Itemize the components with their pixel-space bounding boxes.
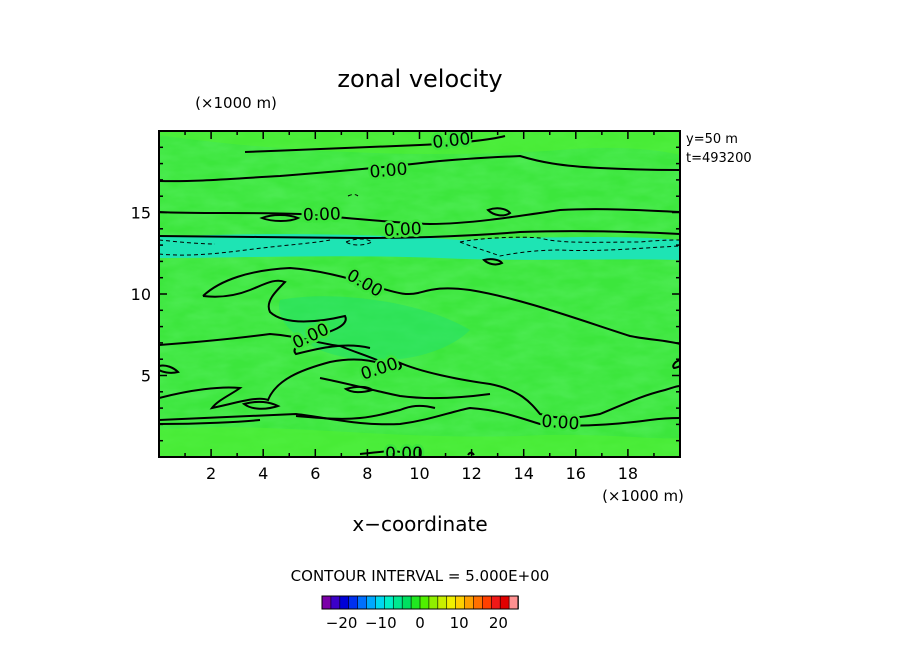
- colorbar-swatch: [446, 595, 457, 610]
- contour-label: 0.00: [383, 219, 422, 241]
- contour-line: [244, 135, 506, 153]
- y-tick-label: 10: [131, 285, 151, 304]
- colorbar-tick-label: 10: [450, 614, 469, 632]
- warm-region-bottom: [159, 427, 680, 457]
- colorbar-swatch: [473, 595, 484, 610]
- contour-line: [159, 230, 680, 240]
- colorbar-swatch: [401, 595, 412, 610]
- contour-line: [159, 364, 180, 374]
- contour-line: [159, 419, 261, 425]
- x-tick-label: 14: [514, 464, 534, 483]
- colorbar-swatch: [490, 595, 501, 610]
- colorbar-swatch: [437, 595, 448, 610]
- colorbar-swatch: [419, 595, 430, 610]
- y-axis: 5 10 15: [131, 146, 680, 442]
- contour-label: 0.00: [303, 204, 342, 225]
- contour-line: [159, 154, 680, 183]
- contour-interval-note: CONTOUR INTERVAL = 5.000E+00: [291, 567, 550, 585]
- colorbar-swatch: [366, 595, 377, 610]
- negative-contours: [159, 194, 680, 257]
- colorbar-tick-label: 0: [415, 614, 425, 632]
- colorbar-ticks: −20 −10 0 10 20: [326, 614, 508, 632]
- colorbar-swatch: [375, 595, 386, 610]
- colorbar-swatch: [384, 595, 395, 610]
- colorbar-swatch: [348, 595, 359, 610]
- colorbar-swatch: [321, 595, 332, 610]
- x-axis-label: x−coordinate: [352, 512, 487, 536]
- contour-line: [319, 377, 491, 400]
- contour-line: [159, 406, 680, 427]
- x-tick-label: 12: [461, 464, 481, 483]
- cool-band-region: [159, 234, 680, 260]
- contour-label: 0.00: [385, 444, 423, 464]
- contour-label: 0.00: [541, 412, 580, 435]
- colorbar-tick-label: 20: [489, 614, 508, 632]
- x-tick-label: 18: [618, 464, 638, 483]
- contour-line: [241, 400, 281, 410]
- contour-line: [202, 266, 680, 345]
- contour-line: [343, 385, 374, 394]
- y-tick-label: 5: [141, 367, 151, 386]
- y-axis-unit: (×1000 m): [195, 94, 277, 112]
- contour-line: [159, 332, 391, 367]
- x-axis: 2 4 6 8 10 12 14 16 18: [184, 131, 655, 483]
- contour-line: [359, 450, 401, 455]
- colorbar-swatch: [357, 595, 368, 610]
- info-line-2: t=493200: [686, 151, 752, 166]
- contour-line: [202, 279, 371, 356]
- x-tick-label: 2: [206, 464, 216, 483]
- colorbar-swatch: [410, 595, 421, 610]
- colorbar-tick-label: −10: [365, 614, 397, 632]
- contour-lines: [159, 135, 680, 456]
- contour-line: [259, 214, 301, 222]
- colorbar-swatch: [455, 595, 466, 610]
- x-tick-label: 4: [258, 464, 268, 483]
- velocity-field: 0.00 0.00 0.00 0.00 0.00 0.00 0.00 0.00 …: [159, 129, 680, 464]
- chart-title: zonal velocity: [337, 65, 502, 93]
- warm-region-top: [159, 131, 680, 155]
- negative-contour-line: [347, 194, 359, 197]
- colorbar-swatch: [392, 595, 403, 610]
- colorbar-swatch: [330, 595, 341, 610]
- x-tick-label: 10: [409, 464, 429, 483]
- x-tick-label: 16: [566, 464, 586, 483]
- colorbar-swatch: [508, 595, 519, 610]
- x-tick-label: 8: [362, 464, 372, 483]
- info-line-1: y=50 m: [686, 132, 738, 147]
- contour-label: 0.00: [369, 159, 408, 182]
- colorbar-tick-label: −20: [326, 614, 358, 632]
- x-axis-unit: (×1000 m): [602, 487, 684, 505]
- negative-contour-line: [159, 239, 331, 256]
- colorbar: [321, 595, 519, 610]
- colorbar-swatch: [428, 595, 439, 610]
- contour-label: 0.00: [432, 129, 472, 153]
- y-tick-label: 15: [131, 204, 151, 223]
- negative-contour-line: [344, 238, 373, 246]
- contour-line: [295, 404, 436, 420]
- contour-line: [482, 258, 504, 266]
- colorbar-swatch: [482, 595, 493, 610]
- colorbar-swatch: [464, 595, 475, 610]
- x-tick-label: 6: [310, 464, 320, 483]
- contour-line: [159, 208, 680, 226]
- contour-line: [486, 207, 512, 217]
- colorbar-swatch: [499, 595, 510, 610]
- contour-line: [159, 358, 680, 419]
- colorbar-frame: [321, 595, 519, 610]
- negative-contour-line: [159, 239, 216, 245]
- colorbar-swatch: [339, 595, 350, 610]
